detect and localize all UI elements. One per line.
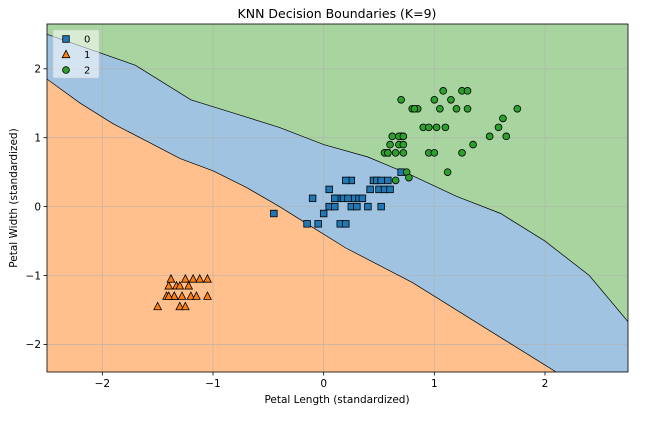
point-class-2 [447,96,455,104]
point-class-2 [430,96,439,104]
point-class-0 [344,194,352,203]
point-class-1 [180,301,190,311]
point-class-0 [377,202,385,211]
axes: −2 −1 0 1 2 −2 −1 0 1 2 [26,23,629,390]
boundary-line-0-2 [47,33,628,322]
point-class-2 [441,123,450,132]
point-class-1 [175,301,185,311]
x-tick-label: −1 [205,378,220,390]
point-class-0 [303,220,311,228]
point-class-1 [175,280,185,290]
point-class-2 [452,104,461,113]
point-class-0 [384,176,392,185]
point-class-1 [191,291,201,300]
legend: 0 1 2 [52,29,100,79]
y-axis-title: Petal Width (standardized) [8,128,20,267]
point-class-2 [399,149,408,157]
point-class-1 [153,301,163,311]
point-class-2 [405,173,413,182]
point-class-2 [424,123,433,132]
point-class-2 [494,123,503,132]
point-class-2 [439,87,447,95]
point-class-2 [399,132,408,141]
point-class-1 [186,291,196,300]
point-class-2 [436,104,444,113]
point-class-0 [377,176,385,185]
point-class-2 [430,149,439,157]
x-axis-title: Petal Length (standardized) [264,394,409,406]
x-tick-label: 1 [431,378,438,390]
legend-marker-1 [61,49,71,59]
point-class-1 [177,291,187,300]
point-class-2 [469,140,477,149]
chart-title: KNN Decision Boundaries (K=9) [238,6,437,21]
legend-box [52,29,100,79]
point-class-2 [513,104,522,113]
point-class-2 [463,104,472,113]
y-tick-label: 0 [34,201,41,213]
point-class-1 [184,280,194,290]
point-class-2 [388,132,397,141]
region-class-2 [47,24,628,322]
point-class-2 [463,87,472,95]
point-class-1 [164,291,174,300]
point-class-2 [458,149,466,157]
point-class-1 [203,273,212,283]
point-class-2 [410,104,419,113]
point-class-1 [166,273,176,283]
boundary-lines [47,33,628,372]
point-class-0 [325,185,333,194]
point-class-0 [342,220,350,228]
point-class-2 [485,132,494,141]
point-class-0 [386,185,394,194]
point-class-0 [319,209,328,218]
point-class-2 [386,140,394,149]
legend-label-0: 0 [84,35,90,46]
point-class-1 [203,291,212,300]
point-class-0 [331,202,339,211]
y-tick-label: 1 [34,133,41,145]
legend-label-1: 1 [84,50,90,61]
boundary-line-1-0 [47,78,557,372]
point-class-1 [195,273,205,283]
x-tick-label: −2 [95,378,110,390]
point-class-0 [342,176,350,185]
data-points [153,87,522,311]
grid-lines [47,24,628,372]
y-tick-label: −2 [26,339,41,351]
point-class-2 [399,140,408,149]
legend-marker-2 [62,66,70,74]
legend-marker-0 [62,35,70,43]
point-class-1 [169,291,179,300]
point-class-0 [353,202,361,211]
legend-label-2: 2 [84,66,90,77]
point-class-0 [331,194,339,203]
point-class-2 [499,114,507,123]
point-class-2 [502,132,511,141]
point-class-0 [314,220,322,228]
point-class-2 [391,176,400,185]
plot-frame [46,23,629,373]
point-class-1 [164,280,174,290]
x-tick-label: 2 [542,378,549,390]
y-tick-label: −1 [26,270,41,282]
point-class-0 [270,209,278,218]
point-class-2 [397,96,405,104]
point-class-2 [443,168,452,176]
point-class-1 [188,273,198,283]
point-class-0 [366,185,374,194]
point-class-0 [308,194,317,203]
point-class-1 [180,273,190,283]
y-tick-label: 2 [34,64,41,76]
point-class-0 [364,202,372,211]
point-class-0 [358,194,367,203]
point-class-2 [391,149,400,157]
point-class-2 [432,123,441,132]
x-tick-label: 0 [320,378,327,390]
point-class-2 [384,149,392,157]
